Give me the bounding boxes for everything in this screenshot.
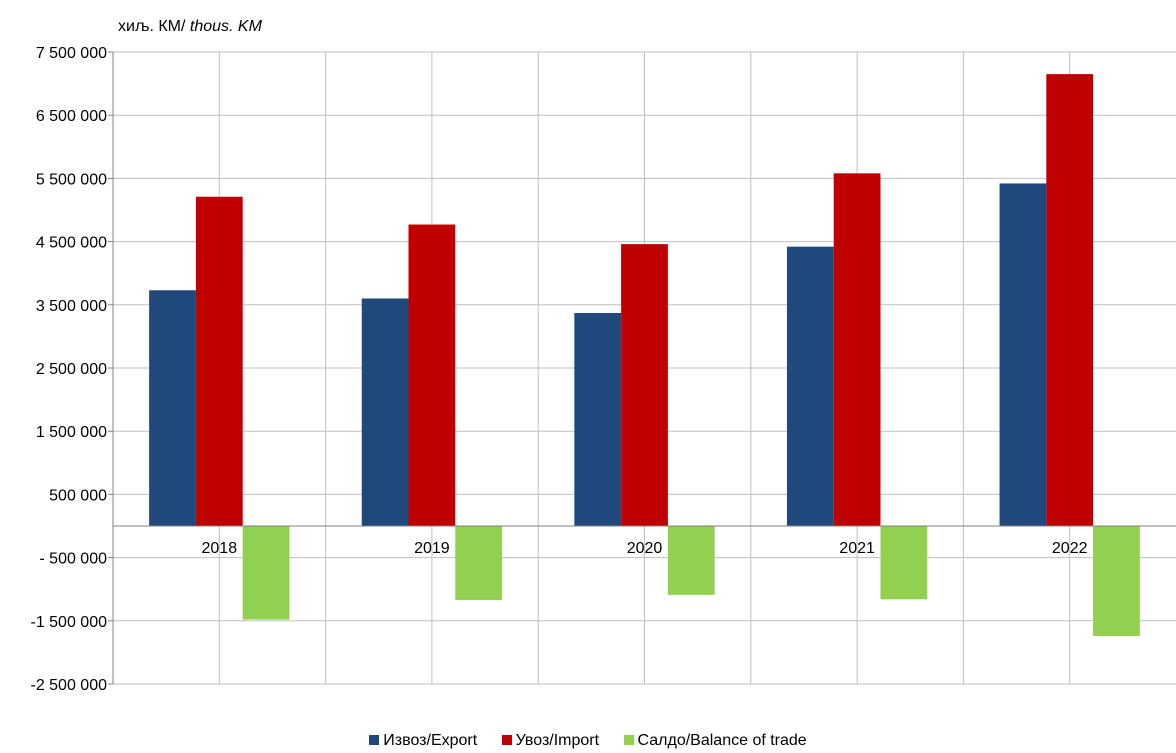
bar-export-2022: [999, 183, 1047, 526]
bar-import-2018: [195, 196, 243, 526]
y-tick-label: 7 500 000: [36, 45, 107, 62]
legend-item-export: Извоз/Export: [369, 732, 477, 750]
y-tick-label: 2 500 000: [36, 361, 107, 378]
legend-swatch-export: [369, 735, 380, 745]
axes: [108, 51, 1176, 685]
bar-import-2019: [408, 224, 456, 526]
y-tick-label: 3 500 000: [36, 298, 107, 315]
legend: Извоз/Export Увоз/Import Салдо/Balance o…: [0, 732, 1176, 750]
bar-balance-2020: [667, 526, 715, 595]
x-tick-label-2022: 2022: [1052, 540, 1088, 557]
bar-import-2021: [833, 173, 881, 526]
y-tick-label: -1 500 000: [30, 614, 107, 631]
legend-swatch-import: [501, 735, 512, 745]
bar-import-2022: [1046, 74, 1094, 527]
bars: [149, 74, 1140, 636]
y-tick-label: - 500 000: [39, 551, 107, 568]
x-tick-label-2019: 2019: [414, 540, 450, 557]
y-tick-label: 500 000: [49, 487, 107, 504]
y-tick-label: 6 500 000: [36, 108, 107, 125]
bar-export-2018: [149, 290, 196, 526]
y-tick-label: 1 500 000: [36, 424, 107, 441]
y-axis-unit-label: хиљ. КМ/ thous. KM: [118, 18, 262, 35]
bar-export-2021: [786, 246, 834, 526]
bar-balance-2021: [880, 526, 928, 600]
legend-label-export: Извоз/Export: [383, 732, 478, 749]
y-tick-label: 4 500 000: [36, 235, 107, 252]
legend-item-import: Увоз/Import: [501, 732, 600, 750]
legend-label-import: Увоз/Import: [515, 732, 600, 749]
x-tick-label-2021: 2021: [839, 540, 875, 557]
legend-item-balance: Салдо/Balance of trade: [623, 732, 807, 750]
bar-import-2020: [621, 244, 668, 527]
bar-export-2020: [574, 313, 622, 526]
bar-balance-2019: [455, 526, 503, 600]
legend-swatch-balance: [623, 735, 634, 745]
y-tick-label: 5 500 000: [36, 171, 107, 188]
bar-balance-2022: [1093, 526, 1140, 636]
legend-label-balance: Салдо/Balance of trade: [637, 732, 807, 749]
bar-chart: 7 500 000 6 500 000 5 500 000 4 500 000 3 50…: [30, 45, 1176, 694]
bar-export-2019: [361, 298, 409, 526]
x-tick-label-2020: 2020: [627, 540, 663, 557]
y-tick-label: -2 500 000: [30, 677, 107, 694]
x-tick-label-2018: 2018: [202, 540, 238, 557]
bar-balance-2018: [242, 526, 290, 620]
axis-labels: 7 500 000 6 500 000 5 500 000 4 500 000 3 50…: [30, 45, 1087, 694]
